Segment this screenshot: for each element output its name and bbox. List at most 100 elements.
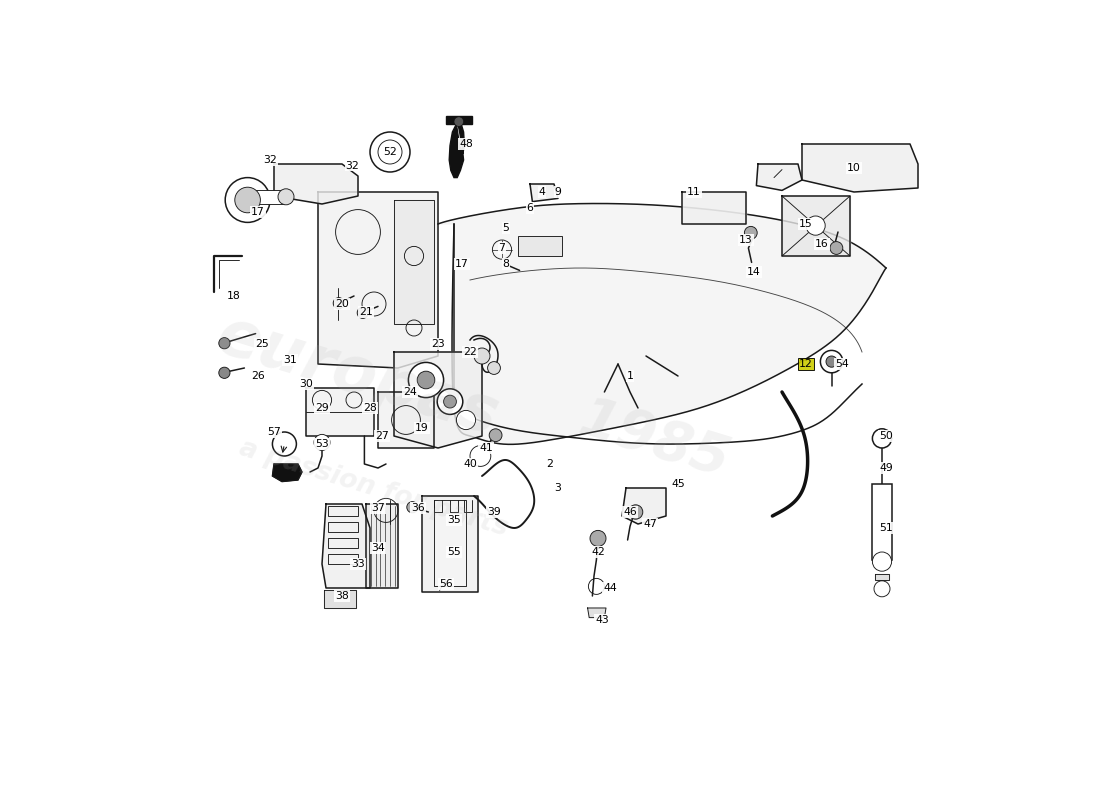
Circle shape xyxy=(872,429,892,448)
Text: 41: 41 xyxy=(480,443,493,453)
Circle shape xyxy=(872,552,892,571)
Text: 20: 20 xyxy=(336,299,349,309)
Text: 10: 10 xyxy=(847,163,861,173)
Text: 40: 40 xyxy=(463,459,477,469)
Polygon shape xyxy=(434,500,466,586)
Text: 46: 46 xyxy=(623,507,637,517)
Text: 16: 16 xyxy=(815,239,829,249)
Text: 56: 56 xyxy=(439,579,453,589)
Polygon shape xyxy=(322,504,370,588)
Polygon shape xyxy=(394,352,482,448)
Text: 13: 13 xyxy=(739,235,752,245)
Circle shape xyxy=(470,446,491,466)
Text: 5: 5 xyxy=(503,223,509,233)
Text: 28: 28 xyxy=(363,403,377,413)
Polygon shape xyxy=(802,144,918,192)
Polygon shape xyxy=(530,184,558,202)
Polygon shape xyxy=(422,496,478,592)
Polygon shape xyxy=(324,590,356,608)
Circle shape xyxy=(443,395,456,408)
Text: 31: 31 xyxy=(283,355,297,365)
Text: 39: 39 xyxy=(487,507,500,517)
Text: 43: 43 xyxy=(595,615,609,625)
Text: europas: europas xyxy=(210,304,506,448)
Circle shape xyxy=(314,434,330,450)
Text: 17: 17 xyxy=(455,259,469,269)
Text: 50: 50 xyxy=(879,431,893,441)
Polygon shape xyxy=(621,488,665,524)
Circle shape xyxy=(745,226,757,239)
Polygon shape xyxy=(757,164,802,190)
Text: 29: 29 xyxy=(315,403,329,413)
Circle shape xyxy=(474,348,490,364)
Text: 17: 17 xyxy=(251,207,265,217)
Text: 38: 38 xyxy=(336,591,349,601)
Circle shape xyxy=(278,189,294,205)
Circle shape xyxy=(234,187,261,213)
Text: 53: 53 xyxy=(315,439,329,449)
Bar xyxy=(518,236,562,256)
Text: 2: 2 xyxy=(547,459,553,469)
Polygon shape xyxy=(874,574,889,580)
Text: 30: 30 xyxy=(299,379,312,389)
Polygon shape xyxy=(446,116,472,124)
Polygon shape xyxy=(438,203,886,444)
Text: a passion for parts: a passion for parts xyxy=(236,434,512,542)
Text: 14: 14 xyxy=(747,267,761,277)
Circle shape xyxy=(590,530,606,546)
Polygon shape xyxy=(306,388,374,436)
Circle shape xyxy=(437,389,463,414)
Text: 33: 33 xyxy=(351,559,365,569)
Polygon shape xyxy=(318,192,438,368)
Circle shape xyxy=(487,362,500,374)
Text: 49: 49 xyxy=(879,463,893,473)
Text: 42: 42 xyxy=(591,547,605,557)
Polygon shape xyxy=(366,504,398,588)
Text: 54: 54 xyxy=(835,359,849,369)
Text: 21: 21 xyxy=(359,307,373,317)
Text: 45: 45 xyxy=(671,479,685,489)
Circle shape xyxy=(826,356,837,367)
Text: 18: 18 xyxy=(227,291,241,301)
Polygon shape xyxy=(394,200,435,324)
Circle shape xyxy=(490,429,502,442)
Bar xyxy=(328,506,358,516)
Circle shape xyxy=(408,362,443,398)
Text: 7: 7 xyxy=(498,243,505,253)
Text: 36: 36 xyxy=(411,503,425,513)
Polygon shape xyxy=(378,392,434,448)
Circle shape xyxy=(226,178,270,222)
Text: 34: 34 xyxy=(371,543,385,553)
Text: 27: 27 xyxy=(375,431,389,441)
Circle shape xyxy=(358,307,368,318)
Text: 12: 12 xyxy=(799,359,813,369)
Text: 32: 32 xyxy=(345,161,360,170)
Bar xyxy=(328,554,358,564)
Bar xyxy=(328,538,358,548)
Circle shape xyxy=(806,216,825,235)
Bar xyxy=(872,484,892,560)
Polygon shape xyxy=(782,196,850,256)
Text: 32: 32 xyxy=(263,155,277,165)
Text: 15: 15 xyxy=(799,219,813,229)
Circle shape xyxy=(219,367,230,378)
Circle shape xyxy=(821,350,843,373)
Text: 11: 11 xyxy=(688,187,701,197)
Circle shape xyxy=(333,298,344,309)
Circle shape xyxy=(407,502,418,513)
Text: 44: 44 xyxy=(603,583,617,593)
Text: 37: 37 xyxy=(371,503,385,513)
Circle shape xyxy=(417,371,434,389)
Text: 23: 23 xyxy=(431,339,444,349)
Text: 1: 1 xyxy=(627,371,634,381)
Bar xyxy=(328,522,358,532)
Circle shape xyxy=(830,242,843,254)
Text: 19: 19 xyxy=(415,423,429,433)
Text: 51: 51 xyxy=(879,523,893,533)
Circle shape xyxy=(454,117,463,126)
Text: 55: 55 xyxy=(447,547,461,557)
Bar xyxy=(248,190,284,204)
Text: 9: 9 xyxy=(554,187,561,197)
Polygon shape xyxy=(274,164,358,204)
Text: 25: 25 xyxy=(255,339,268,349)
